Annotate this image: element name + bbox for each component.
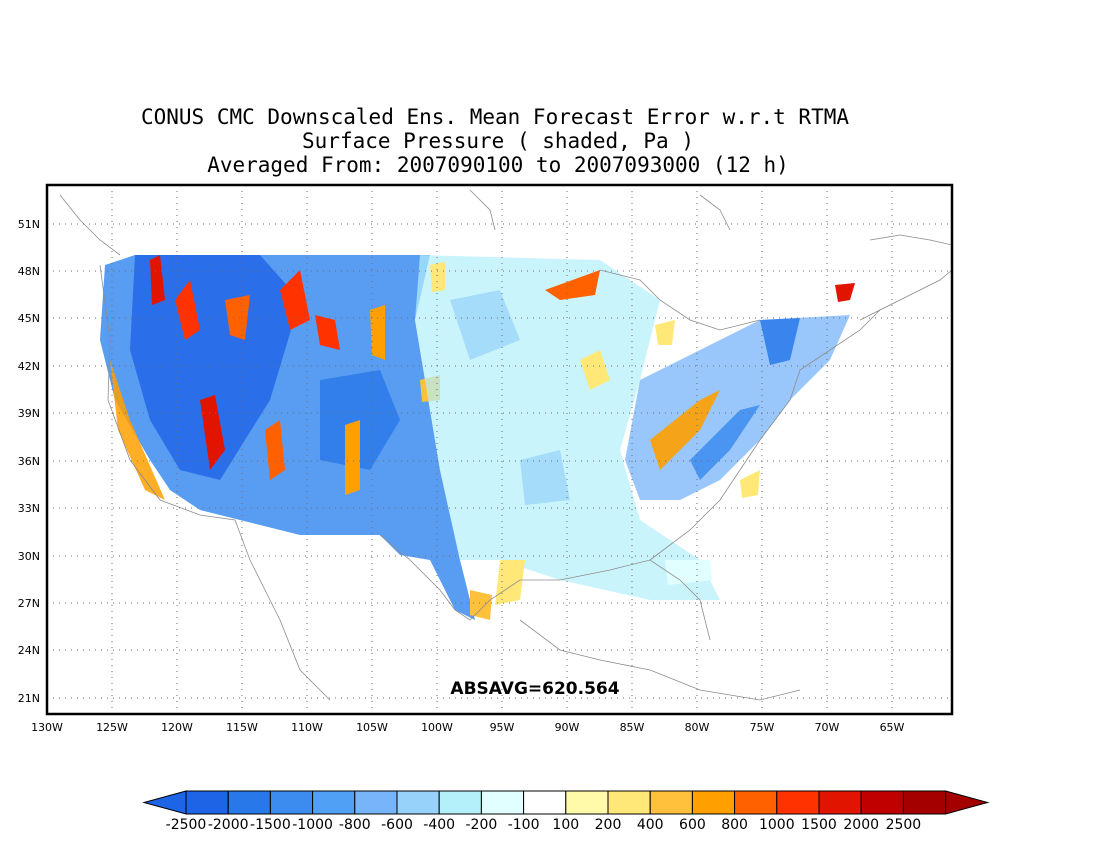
colorbar-label: 200 xyxy=(595,817,622,833)
colorbar-label: 2000 xyxy=(843,817,879,833)
colorbar-swatch xyxy=(607,790,651,815)
lon-tick-label: 70W xyxy=(815,721,840,734)
lon-tick-label: 115W xyxy=(226,721,258,734)
colorbar-label: -600 xyxy=(381,817,413,833)
colorbar-label: -2000 xyxy=(208,817,249,833)
lat-tick-label: 42N xyxy=(18,360,40,373)
lat-tick-label: 27N xyxy=(18,597,40,610)
colorbar-label: -100 xyxy=(508,817,540,833)
lon-tick-label: 130W xyxy=(31,721,63,734)
colorbar-label: 400 xyxy=(637,817,664,833)
title-line-3: Averaged From: 2007090100 to 2007093000 … xyxy=(207,153,789,177)
colorbar-label: -800 xyxy=(339,817,371,833)
colorbar-label: 100 xyxy=(552,817,579,833)
latitude-axis: 51N 48N 45N 42N 39N 36N 33N 30N 27N 24N … xyxy=(18,218,40,705)
colorbar-swatch xyxy=(438,790,482,815)
lon-tick-label: 85W xyxy=(620,721,645,734)
colorbar-label: -2500 xyxy=(166,817,207,833)
colorbar-swatch xyxy=(649,790,693,815)
lon-tick-label: 110W xyxy=(291,721,323,734)
lat-tick-label: 33N xyxy=(18,502,40,515)
colorbar-swatch xyxy=(480,790,525,815)
colorbar-label: -400 xyxy=(423,817,455,833)
lon-tick-label: 100W xyxy=(421,721,453,734)
colorbar-swatch xyxy=(227,790,271,815)
lon-tick-label: 95W xyxy=(490,721,515,734)
lat-tick-label: 30N xyxy=(18,550,40,563)
lat-tick-label: 24N xyxy=(18,644,40,657)
colorbar-swatch xyxy=(818,790,862,815)
colorbar-label: 600 xyxy=(679,817,706,833)
colorbar-swatch xyxy=(776,790,820,815)
colorbar-swatch xyxy=(523,790,567,815)
lat-tick-label: 39N xyxy=(18,407,40,420)
shaded-field xyxy=(100,255,855,620)
colorbar-swatch xyxy=(269,790,314,815)
longitude-axis: 130W 125W 120W 115W 110W 105W 100W 95W 9… xyxy=(31,721,904,734)
map-frame xyxy=(45,183,954,716)
coastlines xyxy=(59,189,952,701)
lon-tick-label: 125W xyxy=(96,721,128,734)
colorbar-swatch xyxy=(860,790,904,815)
lat-tick-label: 45N xyxy=(18,312,40,325)
lon-tick-label: 65W xyxy=(880,721,905,734)
colorbar-label: 2500 xyxy=(886,817,922,833)
eastern-mixed-region xyxy=(625,315,850,500)
title-line-1: CONUS CMC Downscaled Ens. Mean Forecast … xyxy=(141,105,849,129)
colorbar-swatch xyxy=(185,790,229,815)
colorbar-label: 1500 xyxy=(801,817,837,833)
colorbar: -2500 -2000 -1500 -1000 -800 -600 -400 -200 -100… xyxy=(142,790,990,833)
colorbar-label: -1000 xyxy=(292,817,333,833)
colorbar-swatch xyxy=(565,790,609,815)
lon-tick-label: 80W xyxy=(685,721,710,734)
lat-lon-grid xyxy=(47,185,952,714)
lon-tick-label: 105W xyxy=(356,721,388,734)
colorbar-label: -1500 xyxy=(250,817,291,833)
colorbar-swatch xyxy=(902,790,947,815)
colorbar-swatch xyxy=(354,790,398,815)
colorbar-swatch xyxy=(396,790,440,815)
lon-tick-label: 90W xyxy=(555,721,580,734)
colorbar-label: 800 xyxy=(721,817,748,833)
colorbar-label: 1000 xyxy=(759,817,795,833)
lat-tick-label: 48N xyxy=(18,265,40,278)
colorbar-under-arrow xyxy=(142,790,187,815)
lat-tick-label: 21N xyxy=(18,692,40,705)
absavg-annotation: ABSAVG=620.564 xyxy=(450,679,619,699)
colorbar-swatch xyxy=(312,790,356,815)
colorbar-label: -200 xyxy=(466,817,498,833)
lon-tick-label: 120W xyxy=(161,721,193,734)
lat-tick-label: 51N xyxy=(18,218,40,231)
lon-tick-label: 75W xyxy=(750,721,775,734)
title-line-2: Surface Pressure ( shaded, Pa ) xyxy=(302,129,694,153)
colorbar-swatch xyxy=(691,790,736,815)
colorbar-over-arrow xyxy=(945,790,990,815)
map-panel: ABSAVG=620.564 xyxy=(45,183,954,716)
lat-tick-label: 36N xyxy=(18,455,40,468)
colorbar-swatch xyxy=(734,790,778,815)
